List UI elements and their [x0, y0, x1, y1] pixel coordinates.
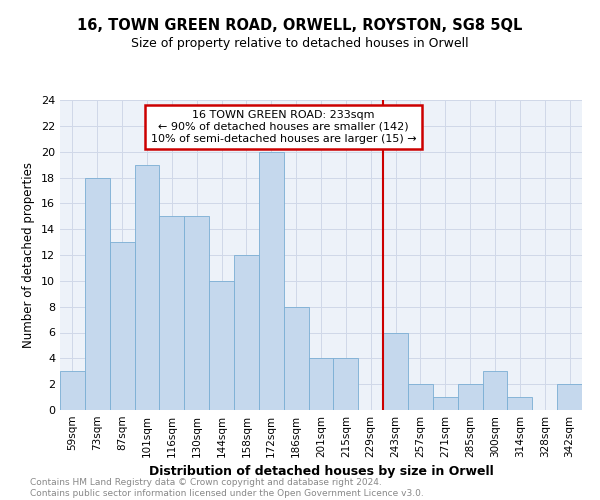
Y-axis label: Number of detached properties: Number of detached properties: [22, 162, 35, 348]
Bar: [383, 332, 408, 410]
Text: Size of property relative to detached houses in Orwell: Size of property relative to detached ho…: [131, 38, 469, 51]
Bar: [308, 358, 334, 410]
Bar: [184, 216, 209, 410]
Text: 16, TOWN GREEN ROAD, ORWELL, ROYSTON, SG8 5QL: 16, TOWN GREEN ROAD, ORWELL, ROYSTON, SG…: [77, 18, 523, 32]
Bar: [557, 384, 582, 410]
Bar: [508, 397, 532, 410]
Bar: [234, 255, 259, 410]
Bar: [85, 178, 110, 410]
Bar: [160, 216, 184, 410]
Bar: [334, 358, 358, 410]
Bar: [209, 281, 234, 410]
Bar: [482, 371, 508, 410]
Bar: [284, 306, 308, 410]
Bar: [110, 242, 134, 410]
Bar: [458, 384, 482, 410]
X-axis label: Distribution of detached houses by size in Orwell: Distribution of detached houses by size …: [149, 466, 493, 478]
Text: Contains HM Land Registry data © Crown copyright and database right 2024.
Contai: Contains HM Land Registry data © Crown c…: [30, 478, 424, 498]
Bar: [408, 384, 433, 410]
Bar: [60, 371, 85, 410]
Bar: [259, 152, 284, 410]
Text: 16 TOWN GREEN ROAD: 233sqm
← 90% of detached houses are smaller (142)
10% of sem: 16 TOWN GREEN ROAD: 233sqm ← 90% of deta…: [151, 110, 416, 144]
Bar: [433, 397, 458, 410]
Bar: [134, 164, 160, 410]
